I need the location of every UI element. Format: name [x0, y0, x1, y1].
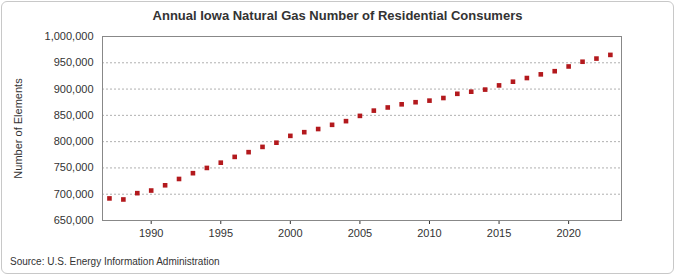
html-text:Annual Iowa Natural Gas Number: Annual Iowa Natural Gas Number of Reside…: [152, 8, 523, 23]
svg-text:650,000: 650,000: [54, 214, 94, 226]
svg-text:2005: 2005: [348, 227, 372, 239]
svg-text:2020: 2020: [556, 227, 580, 239]
svg-text:700,000: 700,000: [54, 188, 94, 200]
svg-text:2015: 2015: [487, 227, 511, 239]
svg-text:Number of Elements: Number of Elements: [12, 78, 24, 179]
svg-text:950,000: 950,000: [54, 56, 94, 68]
svg-text:750,000: 750,000: [54, 161, 94, 173]
svg-text:1,000,000: 1,000,000: [45, 30, 94, 42]
svg-text:2010: 2010: [417, 227, 441, 239]
html-text:Source: U.S. Energy Informatio: Source: U.S. Energy Information Administ…: [10, 256, 220, 267]
svg-text:2000: 2000: [278, 227, 302, 239]
svg-text:1990: 1990: [139, 227, 163, 239]
svg-text:1995: 1995: [209, 227, 233, 239]
svg-text:800,000: 800,000: [54, 135, 94, 147]
svg-text:850,000: 850,000: [54, 109, 94, 121]
svg-text:900,000: 900,000: [54, 83, 94, 95]
